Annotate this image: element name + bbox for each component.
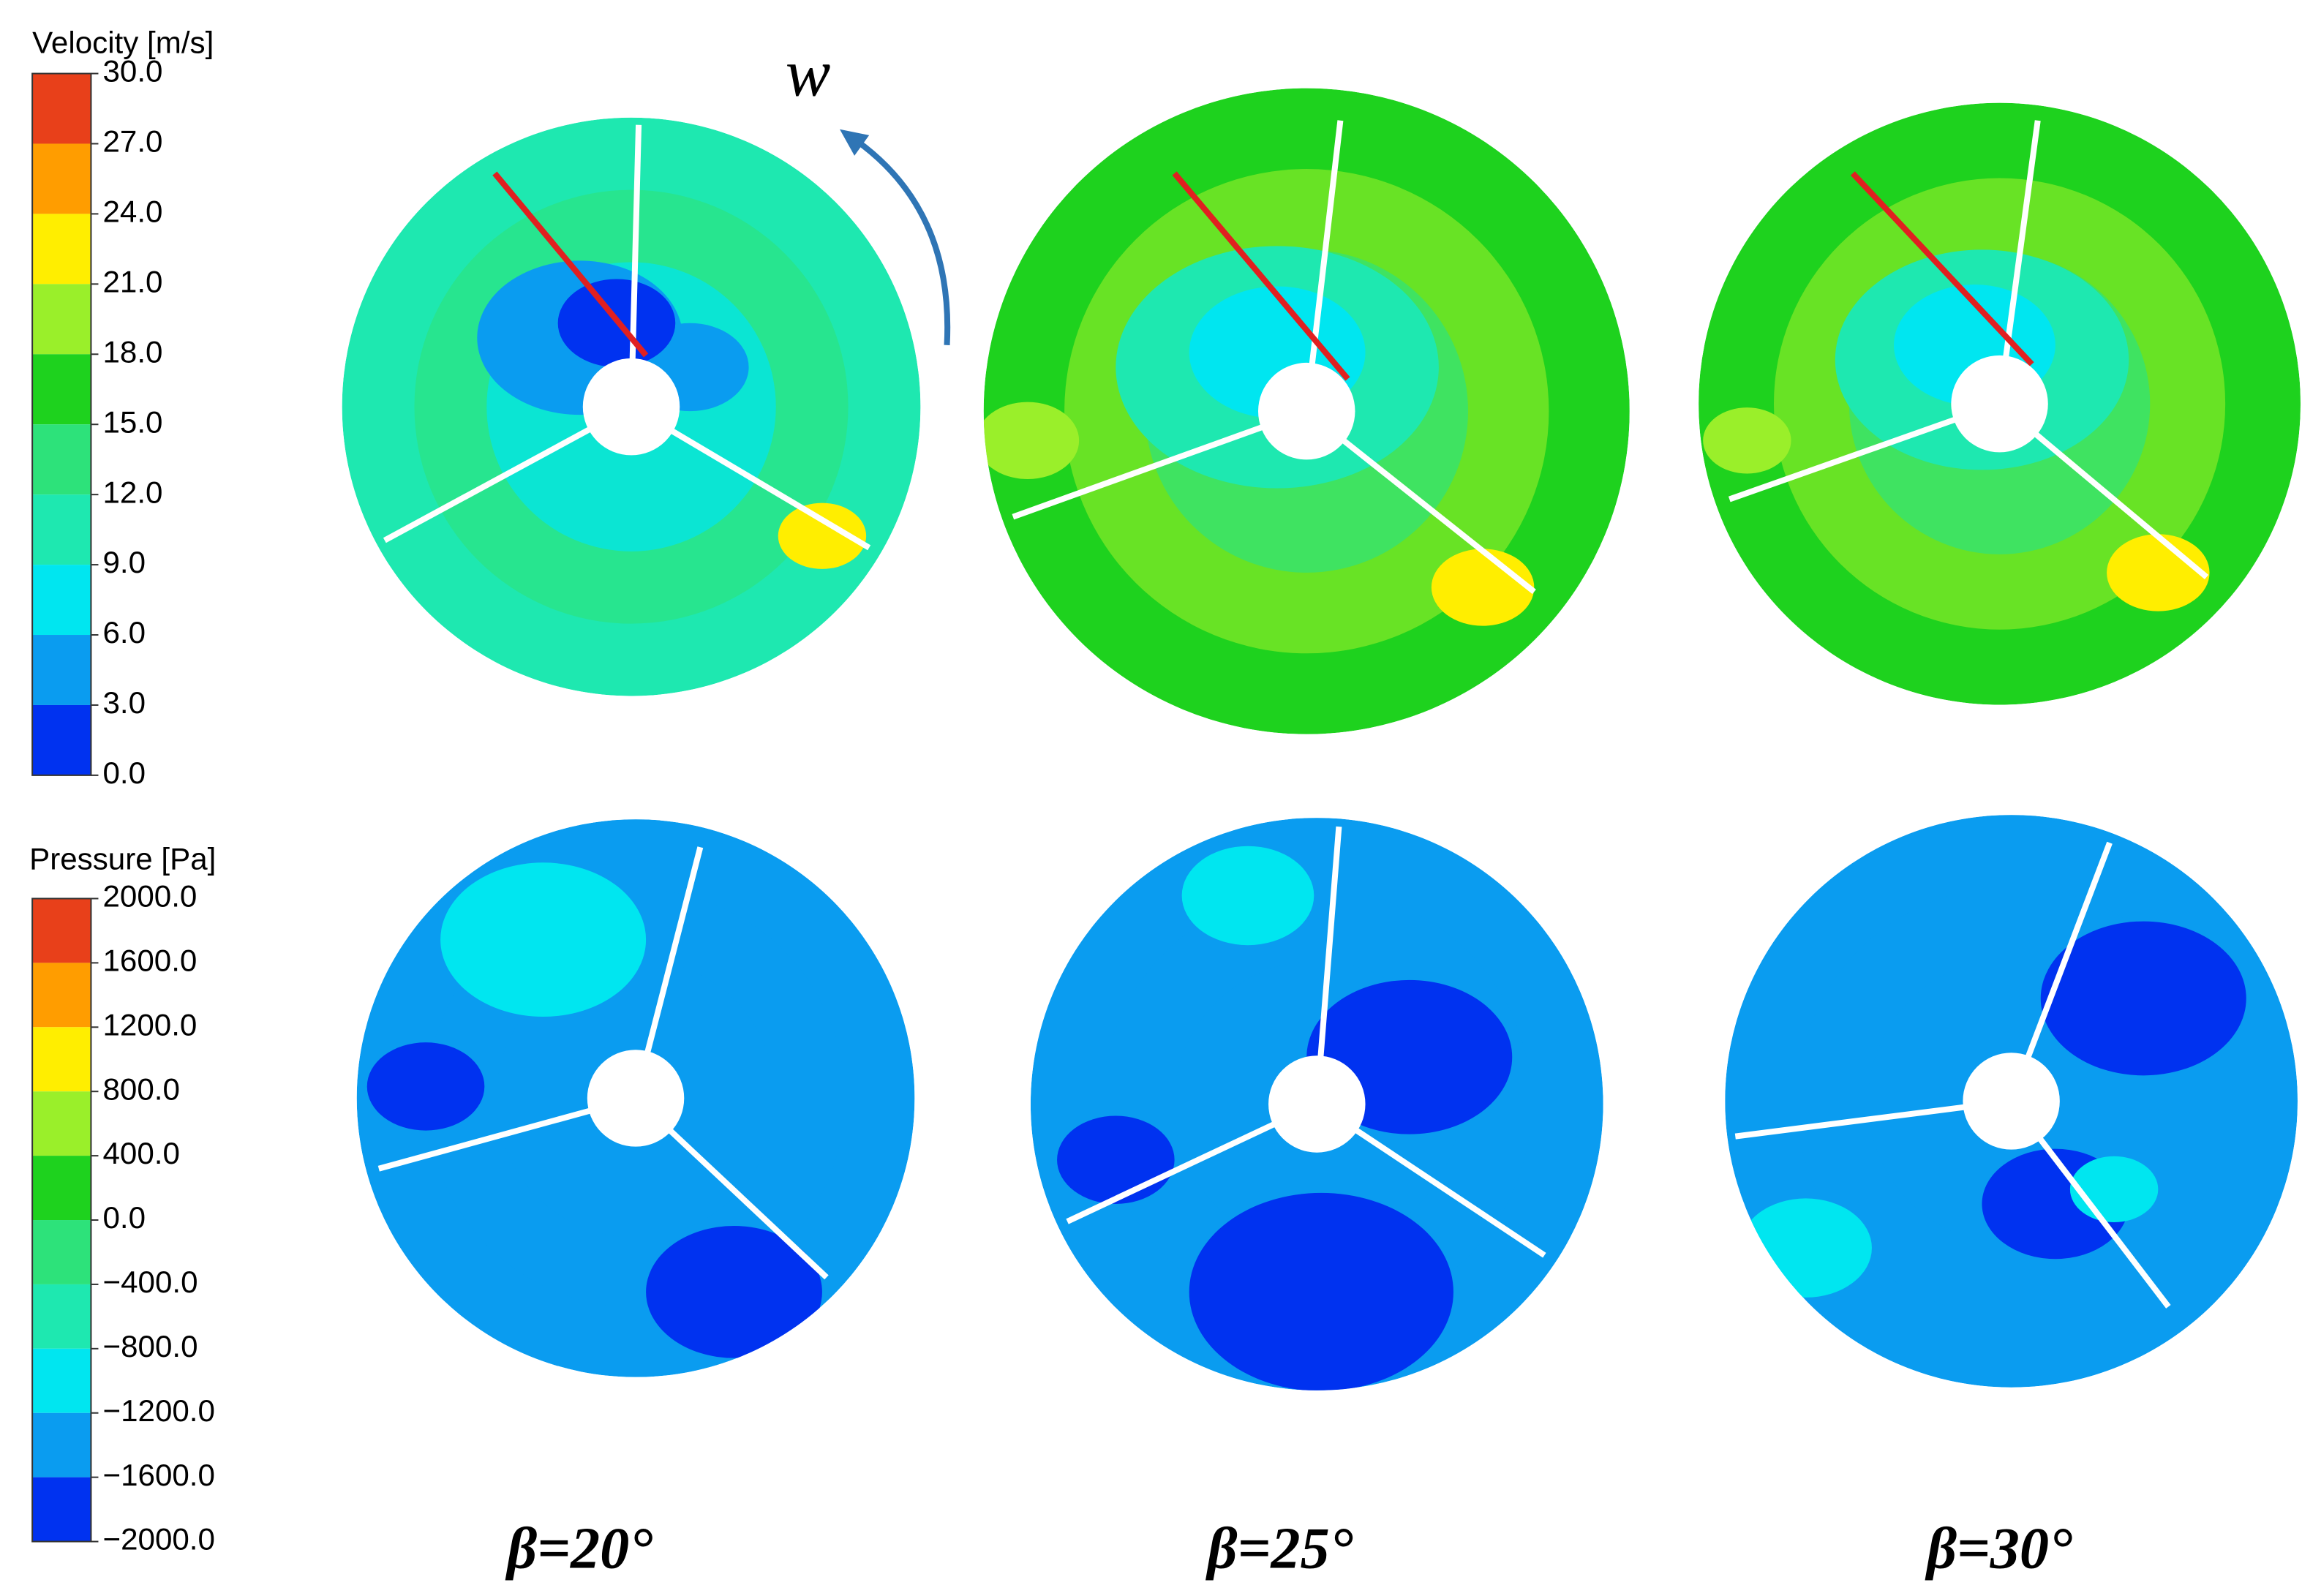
rotation-arrowhead [840,129,870,156]
legend-tick-label: 24.0 [102,195,162,229]
legend-band [32,73,91,144]
rotation-label: w [786,36,831,110]
contour-blob [440,862,647,1017]
legend-tick-label: 6.0 [102,615,146,650]
hub [1268,1055,1366,1153]
contour-blob [778,502,867,569]
contour-disk [356,819,915,1377]
reference-blade [492,171,649,358]
legend-tick-label: 800.0 [102,1072,179,1106]
legend-band [32,1412,91,1478]
contour-blob [983,402,1080,479]
hub [1951,355,2048,453]
contour-blob [1431,549,1535,626]
legend-tick-label: −1200.0 [102,1393,214,1428]
legend-tick-label: 18.0 [102,334,162,369]
legend-band [32,898,91,963]
legend-tick-label: 0.0 [102,756,146,790]
contour-blob [1057,1115,1175,1204]
velocity-legend-title: Velocity [m/s] [32,25,214,59]
contour-blob [2040,921,2246,1076]
legend-tick-label: 2000.0 [102,879,197,914]
reference-blade [1172,171,1350,381]
panel-label: β=20° [505,1516,652,1581]
legend-tick-label: −2000.0 [102,1522,214,1557]
legend-tick-label: −800.0 [102,1329,198,1363]
legend-band [32,494,91,565]
hub [1963,1053,2060,1150]
legend-tick-label: −400.0 [102,1265,198,1299]
legend-tick-label: 3.0 [102,685,146,720]
hub [587,1050,685,1147]
reference-blade [1850,171,2034,366]
legend-tick-label: −1600.0 [102,1458,214,1492]
blade [1304,120,1344,412]
legend-band [32,1027,91,1092]
legend-band [32,143,91,214]
contour-blob [1189,1192,1453,1390]
legend-band [32,963,91,1028]
contour-blob [1703,407,1791,474]
legend-tick-label: 12.0 [102,475,162,509]
legend-band [32,354,91,425]
hub [1258,362,1355,460]
panel-label: β=25° [1205,1516,1353,1581]
contour-blob [1181,846,1314,946]
contour-blob [1739,1198,1872,1298]
hub [582,358,680,456]
legend-band [32,1156,91,1221]
contour-blob [646,1226,822,1358]
legend-tick-label: 1600.0 [102,944,197,978]
contour-disk [342,117,921,696]
legend-tick-label: 30.0 [102,54,162,89]
pressure-legend-title: Pressure [Pa] [29,841,216,876]
legend-band [32,214,91,285]
contour-blob [366,1042,485,1131]
legend-tick-label: 15.0 [102,404,162,439]
legend-band [32,1091,91,1156]
legend-tick-label: 1200.0 [102,1007,197,1042]
contour-disk [1030,818,1603,1390]
rotation-arrow [846,132,951,346]
legend-tick-label: 400.0 [102,1136,179,1170]
contour-disk [1699,102,2301,705]
legend-band [32,1348,91,1413]
legend-tick-label: 0.0 [102,1200,146,1235]
contour-blob [2069,1156,2159,1223]
contour-blob [2107,534,2210,611]
blade [1012,408,1308,520]
legend-tick-label: 27.0 [102,124,162,159]
legend-band [32,1477,91,1542]
contour-disk [1725,815,2298,1388]
panel-label: β=30° [1925,1516,2072,1581]
legend-tick-label: 21.0 [102,264,162,298]
legend-band [32,424,91,495]
legend-tick-label: 9.0 [102,545,146,579]
legend-band [32,704,91,775]
legend-band [32,1220,91,1284]
contour-disk [983,88,1630,734]
legend-band [32,1284,91,1349]
legend-band [32,635,91,705]
legend-band [32,284,91,355]
legend-band [32,565,91,636]
